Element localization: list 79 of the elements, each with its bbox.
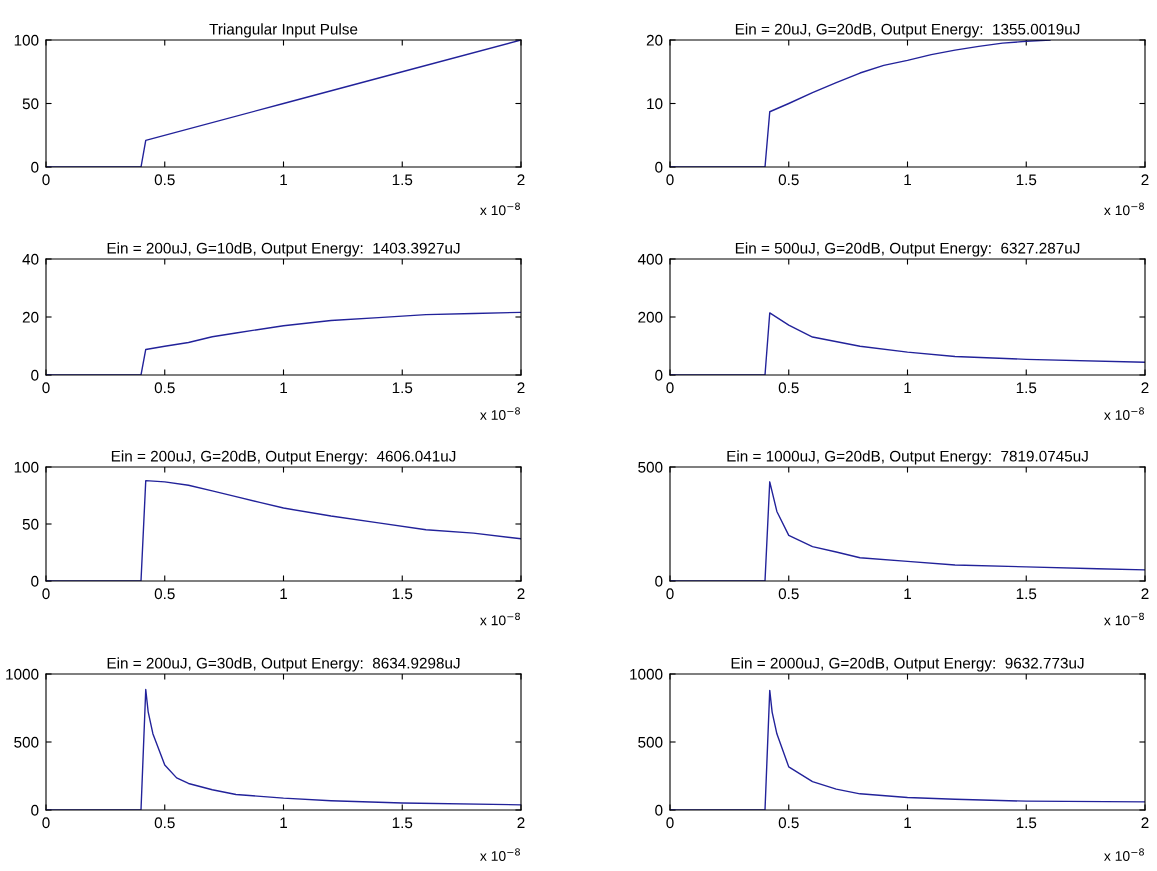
x-tick-label: 1 — [280, 588, 287, 600]
text: x 10$^{−8}$ — [480, 612, 520, 626]
x-tick-label: 0.5 — [154, 588, 175, 600]
y-tick-label: 100 — [14, 461, 39, 473]
y-tick-label: 100 — [14, 34, 39, 46]
x-tick-label: 1.5 — [392, 382, 413, 394]
text: x 10$^{−8}$ — [1104, 202, 1144, 216]
y-tick-label: 20 — [22, 311, 39, 323]
chart-title: Ein = 200uJ, G=10dB, Output Energy: 1403.3927uJ — [107, 242, 460, 257]
y-tick-label: 0 — [655, 369, 663, 381]
chart-title: Ein = 2000uJ, G=20dB, Output Energy: 9632.773uJ — [731, 657, 1084, 672]
y-tick-label: 400 — [637, 253, 663, 265]
x-tick-label: 2 — [517, 382, 525, 394]
chart-title: Triangular Input Pulse — [209, 23, 358, 38]
x-tick-label: 1.5 — [1016, 817, 1037, 829]
x-tick-label: 2 — [1141, 588, 1149, 600]
y-tick-label: 0 — [31, 369, 39, 381]
x-tick-label: 0.5 — [778, 817, 799, 829]
chart-title: Ein = 1000uJ, G=20dB, Output Energy: 7819.0745uJ — [727, 450, 1088, 465]
y-tick-label: 0 — [31, 804, 39, 816]
x-tick-label: 1.5 — [392, 588, 413, 600]
x-tick-label: 1 — [904, 817, 911, 829]
x-tick-label: 0 — [666, 588, 674, 600]
x-tick-label: 0 — [42, 588, 50, 600]
text: x 10$^{−8}$ — [480, 848, 520, 861]
chart-title: Ein = 200uJ, G=30dB, Output Energy: 8634.9298uJ — [107, 657, 460, 672]
text: x 10$^{−8}$ — [1104, 848, 1144, 861]
text: x 10$^{−8}$ — [480, 407, 520, 420]
y-tick-label: 50 — [22, 98, 39, 110]
x-tick-label: 0.5 — [154, 817, 175, 829]
x-tick-label: 0.5 — [154, 174, 175, 186]
chart-title: Ein = 500uJ, G=20dB, Output Energy: 6327.287uJ — [735, 242, 1080, 257]
x-tick-label: 1 — [904, 382, 911, 394]
x-tick-label: 0.5 — [154, 382, 175, 394]
x-tick-label: 1.5 — [1016, 382, 1037, 394]
x-tick-label: 1.5 — [392, 817, 413, 829]
y-tick-label: 200 — [638, 311, 663, 323]
x-tick-label: 1 — [280, 817, 287, 829]
x-tick-label: 2 — [517, 174, 525, 186]
x-tick-label: 2 — [517, 817, 525, 829]
chart-title: Ein = 20uJ, G=20dB, Output Energy: 1355.0019uJ — [735, 23, 1080, 38]
x-tick-label: 1.5 — [1016, 174, 1037, 186]
x-tick-label: 1.5 — [392, 174, 413, 186]
y-tick-label: 0 — [655, 804, 663, 816]
y-tick-label: 20 — [646, 34, 663, 46]
x-tick-label: 1 — [904, 174, 911, 186]
x-tick-label: 2 — [1141, 174, 1149, 186]
y-tick-label: 0 — [655, 575, 663, 587]
y-tick-label: 500 — [638, 736, 663, 748]
x-tick-label: 2 — [1141, 817, 1149, 829]
text: x 10$^{−8}$ — [480, 202, 520, 216]
y-tick-label: 1000 — [6, 668, 39, 680]
x-tick-label: 0.5 — [778, 174, 799, 186]
y-tick-label: 500 — [638, 461, 663, 473]
x-tick-label: 1 — [280, 382, 287, 394]
x-tick-label: 0 — [666, 382, 674, 394]
x-tick-label: 0 — [666, 817, 674, 829]
y-tick-label: 500 — [14, 736, 39, 748]
text: x 10$^{−8}$ — [1104, 407, 1144, 420]
y-tick-label: 0 — [31, 161, 39, 173]
x-tick-label: 2 — [1141, 382, 1149, 394]
x-tick-label: 0 — [666, 174, 674, 186]
y-tick-label: 10 — [647, 98, 663, 110]
x-tick-label: 2 — [517, 588, 525, 600]
x-tick-label: 0 — [42, 817, 50, 829]
y-tick-label: 0 — [31, 575, 39, 587]
x-tick-label: 1.5 — [1016, 588, 1037, 600]
x-tick-label: 0.5 — [778, 588, 799, 600]
y-tick-label: 1000 — [630, 668, 663, 680]
x-tick-label: 1 — [904, 588, 911, 600]
x-tick-label: 0 — [42, 174, 50, 186]
y-tick-label: 0 — [655, 161, 663, 173]
y-tick-label: 40 — [22, 253, 39, 265]
x-tick-label: 0.5 — [778, 382, 799, 394]
x-tick-label: 1 — [280, 174, 287, 186]
text: x 10$^{−8}$ — [1104, 612, 1144, 626]
x-tick-label: 0 — [42, 382, 50, 394]
y-tick-label: 50 — [22, 518, 39, 530]
chart-title: Ein = 200uJ, G=20dB, Output Energy: 4606.041uJ — [111, 450, 456, 465]
